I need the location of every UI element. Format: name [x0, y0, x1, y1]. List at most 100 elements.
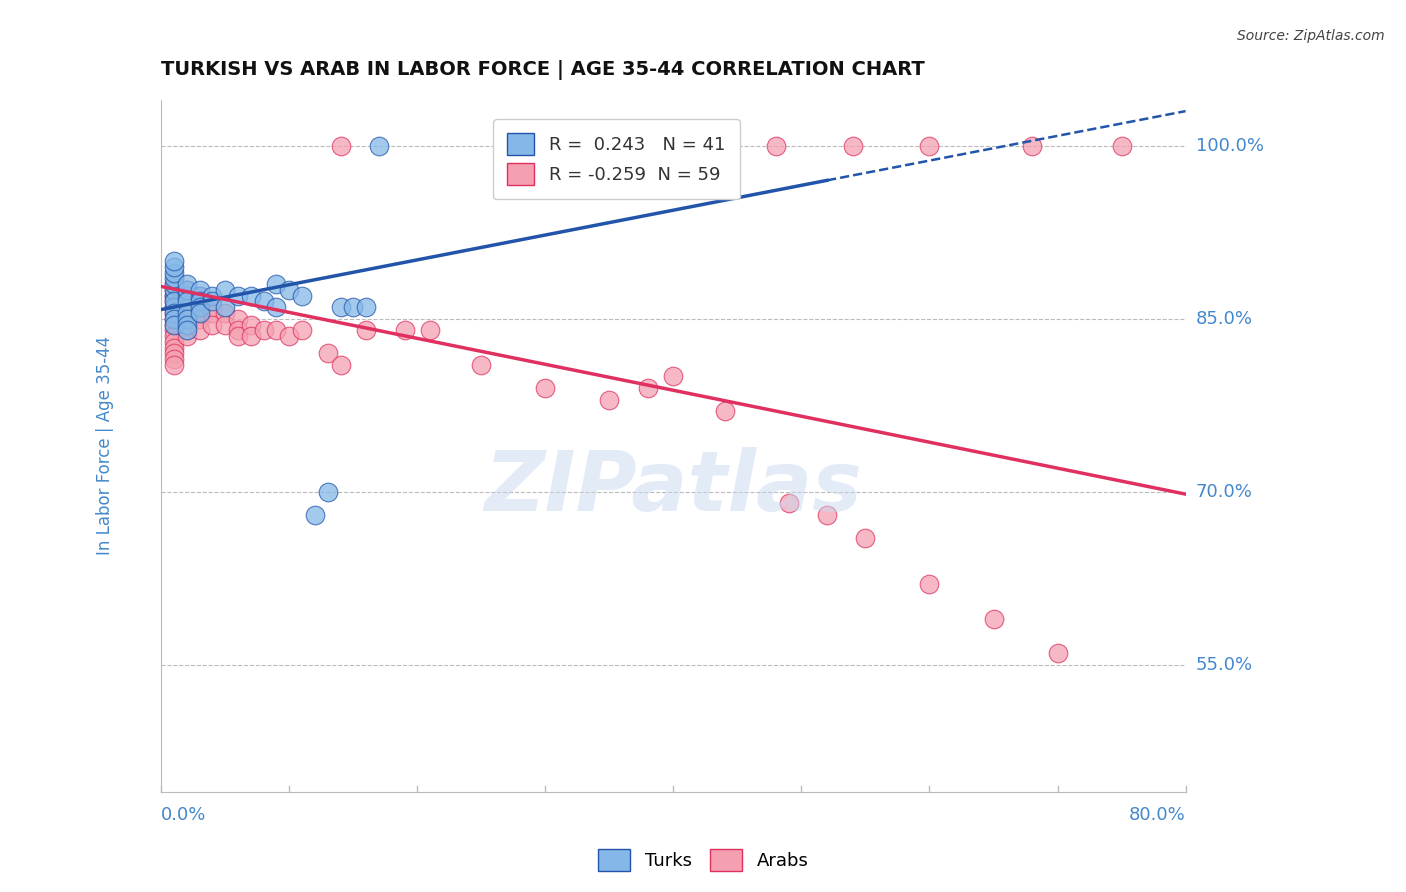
Point	[266, 300, 288, 314]
Point	[419, 323, 441, 337]
Point	[329, 358, 352, 372]
Point	[354, 323, 377, 337]
Point	[278, 283, 301, 297]
Point	[266, 323, 288, 337]
Point	[188, 306, 211, 320]
Point	[598, 392, 620, 407]
Point	[201, 289, 224, 303]
Point	[778, 496, 800, 510]
Point	[163, 283, 186, 297]
Point	[342, 300, 364, 314]
Point	[188, 289, 211, 303]
Point	[176, 323, 198, 337]
Point	[253, 294, 276, 309]
Point	[163, 323, 186, 337]
Point	[176, 294, 198, 309]
Point	[1111, 138, 1133, 153]
Point	[239, 318, 262, 332]
Point	[354, 300, 377, 314]
Point	[239, 289, 262, 303]
Point	[163, 346, 186, 360]
Point	[253, 323, 276, 337]
Point	[163, 294, 186, 309]
Point	[214, 283, 236, 297]
Legend: R =  0.243   N = 41, R = -0.259  N = 59: R = 0.243 N = 41, R = -0.259 N = 59	[494, 119, 740, 199]
Text: 70.0%: 70.0%	[1197, 483, 1253, 500]
Point	[765, 138, 787, 153]
Point	[176, 306, 198, 320]
Point	[163, 260, 186, 274]
Point	[226, 311, 249, 326]
Point	[855, 531, 877, 545]
Point	[394, 323, 416, 337]
Point	[662, 369, 685, 384]
Point	[163, 277, 186, 292]
Text: ZIPatlas: ZIPatlas	[485, 447, 862, 528]
Point	[316, 484, 339, 499]
Point	[1021, 138, 1043, 153]
Point	[188, 311, 211, 326]
Point	[201, 294, 224, 309]
Point	[163, 334, 186, 349]
Point	[176, 311, 198, 326]
Point	[188, 294, 211, 309]
Point	[291, 323, 314, 337]
Point	[163, 283, 186, 297]
Point	[918, 138, 941, 153]
Point	[163, 277, 186, 292]
Point	[188, 306, 211, 320]
Text: Source: ZipAtlas.com: Source: ZipAtlas.com	[1237, 29, 1385, 43]
Point	[163, 329, 186, 343]
Text: In Labor Force | Age 35-44: In Labor Force | Age 35-44	[96, 336, 114, 555]
Point	[201, 300, 224, 314]
Point	[329, 138, 352, 153]
Point	[291, 289, 314, 303]
Text: 55.0%: 55.0%	[1197, 656, 1253, 673]
Point	[188, 300, 211, 314]
Text: 85.0%: 85.0%	[1197, 310, 1253, 327]
Point	[176, 306, 198, 320]
Point	[163, 266, 186, 280]
Point	[188, 323, 211, 337]
Legend: Turks, Arabs: Turks, Arabs	[591, 842, 815, 879]
Point	[176, 289, 198, 303]
Point	[163, 289, 186, 303]
Text: 80.0%: 80.0%	[1129, 805, 1185, 823]
Point	[163, 311, 186, 326]
Point	[176, 277, 198, 292]
Point	[918, 577, 941, 591]
Point	[201, 306, 224, 320]
Point	[226, 289, 249, 303]
Point	[713, 404, 735, 418]
Point	[368, 138, 391, 153]
Point	[1046, 646, 1069, 660]
Point	[214, 306, 236, 320]
Point	[163, 311, 186, 326]
Point	[815, 508, 838, 522]
Point	[176, 283, 198, 297]
Point	[188, 294, 211, 309]
Point	[329, 300, 352, 314]
Point	[534, 381, 557, 395]
Point	[201, 318, 224, 332]
Point	[176, 323, 198, 337]
Point	[188, 283, 211, 297]
Text: 0.0%: 0.0%	[162, 805, 207, 823]
Point	[176, 318, 198, 332]
Point	[688, 138, 710, 153]
Point	[266, 277, 288, 292]
Point	[983, 612, 1005, 626]
Point	[163, 306, 186, 320]
Point	[214, 318, 236, 332]
Point	[176, 300, 198, 314]
Point	[163, 289, 186, 303]
Point	[278, 329, 301, 343]
Point	[163, 358, 186, 372]
Point	[841, 138, 863, 153]
Point	[176, 329, 198, 343]
Point	[598, 138, 620, 153]
Point	[304, 508, 326, 522]
Point	[637, 381, 659, 395]
Point	[176, 289, 198, 303]
Point	[470, 358, 492, 372]
